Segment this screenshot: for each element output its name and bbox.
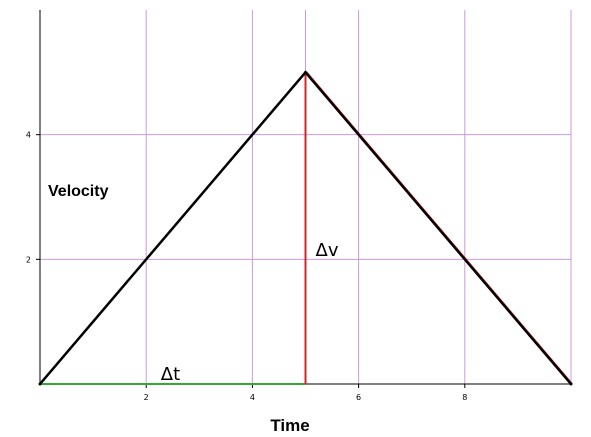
tick-labels: 2 4 6 8 2 4 xyxy=(26,131,467,402)
y-axis-label: Velocity xyxy=(48,183,109,200)
x-tick-label-8: 8 xyxy=(462,393,467,402)
y-tick-label-4: 4 xyxy=(26,131,31,140)
x-axis-label: Time xyxy=(270,416,309,435)
delta-v-label: Δv xyxy=(316,240,339,261)
delta-t-label: Δt xyxy=(161,364,180,385)
series-point-0-0 xyxy=(38,382,42,386)
series-point-0-1 xyxy=(304,70,307,74)
x-tick-label-4: 4 xyxy=(250,393,255,402)
x-tick-label-2: 2 xyxy=(144,393,149,402)
chart-marks xyxy=(38,70,573,386)
series-point-0-2 xyxy=(569,382,573,386)
axes xyxy=(36,10,571,388)
y-tick-label-2: 2 xyxy=(26,255,31,264)
x-tick-label-6: 6 xyxy=(356,393,361,402)
